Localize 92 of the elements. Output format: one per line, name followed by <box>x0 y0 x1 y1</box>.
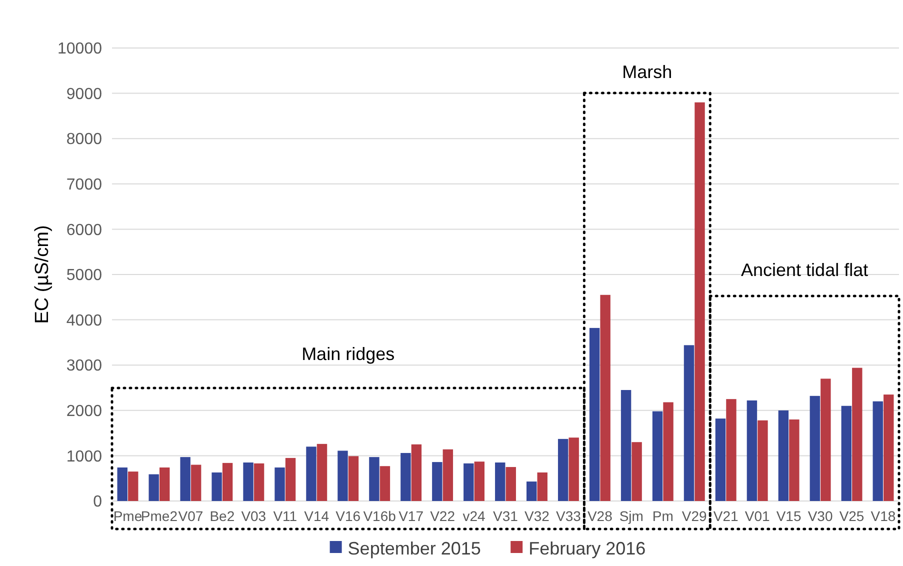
bar <box>746 400 758 501</box>
annotation: Ancient tidal flat <box>741 260 868 280</box>
y-tick-label: 4000 <box>66 312 102 330</box>
bar <box>620 390 632 501</box>
x-tick-label: Be2 <box>210 508 235 524</box>
x-tick-label: V31 <box>493 508 518 524</box>
y-tick-label: 9000 <box>66 86 102 103</box>
bar <box>474 462 484 501</box>
y-tick-label: 1000 <box>66 448 102 466</box>
y-tick-label: 6000 <box>66 222 102 239</box>
bar <box>758 420 768 501</box>
bar <box>726 399 736 501</box>
bar <box>212 472 222 501</box>
x-tick-label: Pme2 <box>140 508 178 524</box>
x-tick-label: V07 <box>178 508 204 524</box>
bar <box>568 438 579 501</box>
x-tick-label: V32 <box>524 508 550 524</box>
legend-label: September 2015 <box>348 538 481 558</box>
bar <box>789 419 800 501</box>
annotation: Main ridges <box>302 344 395 364</box>
x-tick-label: V25 <box>839 508 864 524</box>
bar <box>464 463 474 501</box>
bar <box>872 401 883 501</box>
bar <box>884 394 894 501</box>
bar <box>652 411 663 501</box>
bar <box>285 458 296 501</box>
bar <box>117 467 128 501</box>
bar <box>148 474 159 501</box>
bar <box>380 466 390 501</box>
bar <box>663 402 674 501</box>
bar <box>841 406 852 501</box>
x-tick-label: V17 <box>398 508 424 524</box>
x-tick-label: Sjm <box>619 508 644 524</box>
bar <box>180 457 190 501</box>
bar <box>316 444 328 501</box>
x-tick-label: V16b <box>363 508 396 524</box>
bar <box>632 442 642 501</box>
x-tick-label: V18 <box>870 508 896 524</box>
bar <box>338 450 348 501</box>
bar <box>589 328 600 501</box>
x-tick-label: V15 <box>776 508 802 524</box>
y-tick-label: 2000 <box>66 403 102 420</box>
x-tick-label: V30 <box>808 508 833 524</box>
y-tick-label: 3000 <box>66 358 102 375</box>
bar <box>684 345 694 501</box>
bar <box>537 472 548 501</box>
bar <box>442 449 454 501</box>
bar <box>600 294 610 501</box>
bar <box>254 463 264 501</box>
y-tick-label: 7000 <box>66 176 102 194</box>
bar <box>369 457 380 501</box>
bar <box>558 438 568 501</box>
bar <box>306 446 316 501</box>
y-tick-label: 0 <box>93 494 102 511</box>
x-tick-label: V28 <box>587 508 613 524</box>
x-tick-label: V16 <box>336 508 361 524</box>
x-tick-label: V14 <box>304 508 330 524</box>
bar <box>432 462 442 501</box>
x-tick-label: Pm <box>652 508 674 524</box>
bar <box>243 462 254 501</box>
y-tick-label: 10000 <box>58 40 102 58</box>
legend-label: February 2016 <box>528 538 646 558</box>
y-tick-label: 5000 <box>66 267 102 284</box>
bar <box>348 456 359 501</box>
x-tick-label: V01 <box>744 508 770 524</box>
x-tick-label: V33 <box>556 508 582 524</box>
bar <box>411 444 422 501</box>
x-tick-label: Pme <box>113 508 142 524</box>
x-tick-label: V29 <box>682 508 708 524</box>
x-tick-label: V11 <box>273 508 298 524</box>
annotation: Marsh <box>622 62 672 82</box>
y-axis-title: EC (µS/cm) <box>32 225 53 324</box>
bar <box>222 462 233 501</box>
bar <box>810 396 820 501</box>
bar <box>400 452 411 501</box>
bar <box>715 418 726 501</box>
x-tick-label: V21 <box>713 508 739 524</box>
bar <box>820 378 831 501</box>
y-tick-label: 8000 <box>66 131 102 148</box>
x-tick-label: V22 <box>430 508 456 524</box>
bar <box>506 467 516 501</box>
bar <box>694 102 705 501</box>
x-tick-label: v24 <box>462 508 486 524</box>
bar <box>852 368 862 501</box>
bar <box>274 467 285 501</box>
bar <box>128 472 138 501</box>
bar <box>778 410 789 501</box>
bar <box>159 467 170 501</box>
bar <box>526 482 537 501</box>
bar <box>190 464 202 501</box>
bar <box>495 462 506 501</box>
x-tick-label: V03 <box>241 508 266 524</box>
